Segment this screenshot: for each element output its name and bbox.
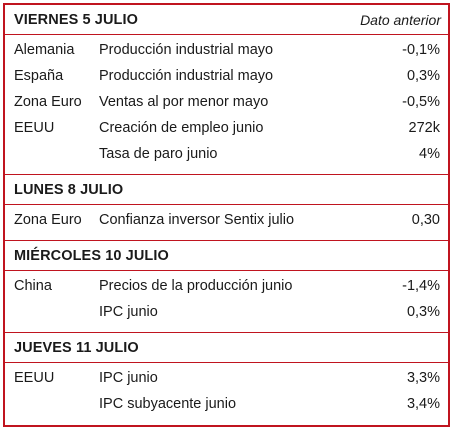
- table-row: IPC subyacente junio 3,4%: [5, 391, 448, 417]
- country-cell: España: [14, 68, 64, 84]
- section-header: LUNES 8 JULIO: [5, 175, 448, 205]
- section-header: JUEVES 11 JULIO: [5, 333, 448, 363]
- section-jueves-11-julio: JUEVES 11 JULIO EEUU IPC junio 3,3% IPC …: [5, 333, 448, 417]
- section-divider: [5, 240, 448, 241]
- table-row: China Precios de la producción junio -1,…: [5, 273, 448, 299]
- indicator-cell: Producción industrial mayo: [99, 68, 274, 84]
- table-row: Alemania Producción industrial mayo -0,1…: [5, 37, 448, 63]
- table-row: EEUU Creación de empleo junio 272k: [5, 115, 448, 141]
- section-divider: [5, 332, 448, 333]
- indicator-cell: Tasa de paro junio: [99, 146, 218, 162]
- value-cell: -0,1%: [402, 42, 440, 58]
- table-row: Zona Euro Confianza inversor Sentix juli…: [5, 207, 448, 233]
- section-title: LUNES 8 JULIO: [14, 181, 124, 198]
- value-cell: 3,3%: [406, 370, 440, 386]
- table-row: EEUU IPC junio 3,3%: [5, 365, 448, 391]
- section-header: VIERNES 5 JULIO Dato anterior: [5, 5, 448, 35]
- value-cell: -0,5%: [402, 94, 440, 110]
- indicator-cell: Creación de empleo junio: [99, 120, 264, 136]
- value-cell: 0,30: [411, 212, 440, 228]
- indicator-cell: Producción industrial mayo: [99, 42, 274, 58]
- section-divider: [5, 174, 448, 175]
- indicator-cell: Confianza inversor Sentix julio: [99, 212, 295, 228]
- value-cell: 0,3%: [406, 68, 440, 84]
- table-row: Zona Euro Ventas al por menor mayo -0,5%: [5, 89, 448, 115]
- indicator-cell: IPC junio: [99, 370, 158, 386]
- country-cell: Zona Euro: [14, 212, 82, 228]
- country-cell: Alemania: [14, 42, 75, 58]
- previous-value-column-label: Dato anterior: [360, 11, 441, 28]
- indicator-cell: Ventas al por menor mayo: [99, 94, 269, 110]
- table-row: IPC junio 0,3%: [5, 299, 448, 325]
- table-row: España Producción industrial mayo 0,3%: [5, 63, 448, 89]
- indicator-cell: Precios de la producción junio: [99, 278, 293, 294]
- section-viernes-5-julio: VIERNES 5 JULIO Dato anterior Alemania P…: [5, 5, 448, 174]
- indicator-cell: IPC subyacente junio: [99, 396, 237, 412]
- table-row: Tasa de paro junio 4%: [5, 141, 448, 167]
- section-miercoles-10-julio: MIÉRCOLES 10 JULIO China Precios de la p…: [5, 241, 448, 332]
- value-cell: 0,3%: [406, 304, 440, 320]
- value-cell: 272k: [408, 120, 440, 136]
- country-cell: Zona Euro: [14, 94, 82, 110]
- section-title: JUEVES 11 JULIO: [14, 339, 139, 356]
- country-cell: EEUU: [14, 120, 55, 136]
- section-title: MIÉRCOLES 10 JULIO: [14, 247, 169, 264]
- section-lunes-8-julio: LUNES 8 JULIO Zona Euro Confianza invers…: [5, 175, 448, 240]
- section-header: MIÉRCOLES 10 JULIO: [5, 241, 448, 271]
- calendar-table: VIERNES 5 JULIO Dato anterior Alemania P…: [3, 3, 450, 427]
- value-cell: 3,4%: [406, 396, 440, 412]
- value-cell: -1,4%: [402, 278, 440, 294]
- indicator-cell: IPC junio: [99, 304, 158, 320]
- country-cell: China: [14, 278, 52, 294]
- value-cell: 4%: [419, 146, 440, 162]
- section-title: VIERNES 5 JULIO: [14, 11, 138, 28]
- country-cell: EEUU: [14, 370, 55, 386]
